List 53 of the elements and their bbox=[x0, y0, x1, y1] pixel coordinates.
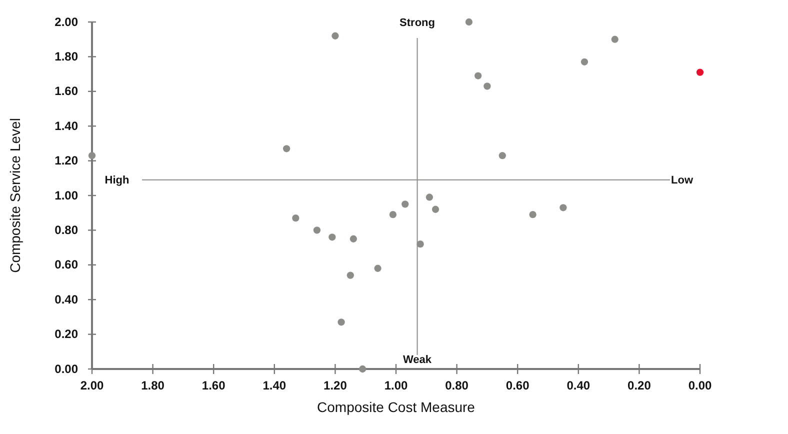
point bbox=[484, 82, 491, 90]
annotation: Weak bbox=[403, 354, 432, 366]
point bbox=[88, 152, 96, 160]
y-tick-label: 1.00 bbox=[54, 188, 78, 202]
point bbox=[465, 18, 473, 26]
x-tick-label: 1.20 bbox=[324, 378, 348, 393]
point bbox=[474, 72, 482, 80]
x-axis-title: Composite Cost Measure bbox=[317, 399, 476, 415]
x-tick-label: 1.80 bbox=[141, 378, 165, 393]
point bbox=[282, 145, 290, 152]
point bbox=[432, 206, 440, 213]
annotation: Low bbox=[671, 174, 694, 187]
y-tick-label: 0.00 bbox=[54, 362, 78, 376]
point bbox=[498, 152, 506, 160]
x-tick-label: 1.40 bbox=[262, 378, 286, 393]
x-tick-label: 2.00 bbox=[80, 378, 104, 393]
x-tick-label: 0.60 bbox=[506, 378, 530, 393]
y-tick-label: 1.40 bbox=[54, 118, 78, 133]
y-tick-label: 0.40 bbox=[54, 292, 78, 306]
point bbox=[358, 365, 366, 373]
annotation: Strong bbox=[400, 16, 436, 29]
point bbox=[696, 68, 704, 76]
point bbox=[292, 214, 300, 222]
point bbox=[580, 58, 588, 66]
point bbox=[529, 211, 536, 218]
point bbox=[560, 204, 567, 212]
point bbox=[402, 200, 409, 208]
x-tick-label: 0.20 bbox=[628, 378, 652, 393]
point bbox=[416, 240, 424, 248]
point bbox=[346, 272, 354, 279]
point bbox=[328, 234, 336, 241]
y-axis-title: Composite Service Level bbox=[7, 118, 23, 273]
y-tick-label: 0.20 bbox=[54, 327, 78, 342]
x-tick-label: 0.40 bbox=[566, 378, 590, 393]
x-tick-label: 1.60 bbox=[202, 378, 226, 393]
y-tick-label: 1.80 bbox=[54, 50, 78, 64]
point bbox=[313, 226, 321, 234]
point bbox=[389, 211, 397, 218]
point bbox=[350, 235, 358, 242]
y-tick-label: 0.80 bbox=[54, 223, 78, 238]
y-tick-label: 2.00 bbox=[54, 14, 78, 29]
x-tick-label: 1.00 bbox=[384, 378, 408, 393]
y-tick-label: 1.20 bbox=[54, 154, 78, 168]
annotation: High bbox=[104, 174, 130, 187]
x-tick-label: 0.00 bbox=[688, 378, 712, 393]
point bbox=[374, 264, 382, 272]
point bbox=[332, 32, 339, 40]
y-tick-label: 0.60 bbox=[54, 258, 78, 272]
point bbox=[426, 194, 434, 201]
y-tick-label: 1.60 bbox=[54, 84, 78, 98]
point bbox=[338, 318, 345, 326]
point bbox=[611, 36, 618, 43]
x-tick-label: 0.80 bbox=[445, 378, 469, 393]
